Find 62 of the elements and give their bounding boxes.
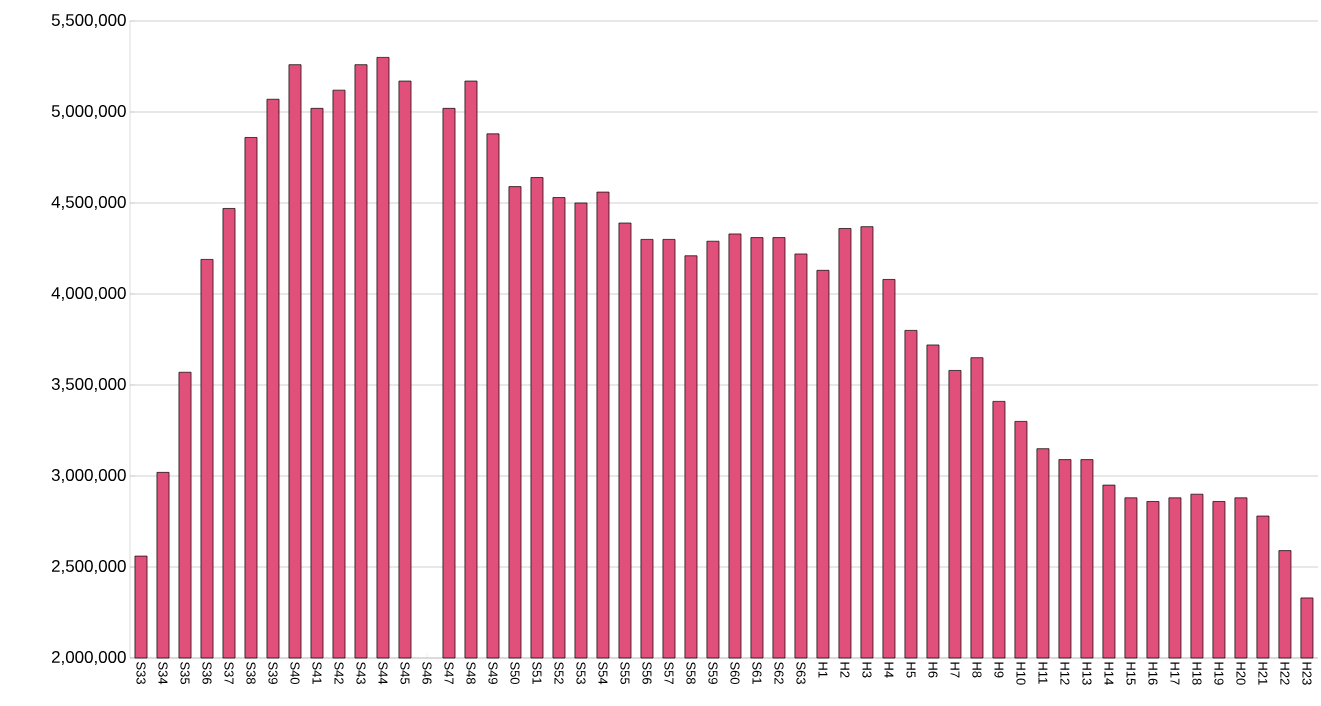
x-tick-label: S41	[312, 662, 322, 684]
x-tick-label: S43	[356, 662, 366, 684]
x-tick-label: S46	[422, 662, 432, 684]
y-tick-label: 2,500,000	[51, 560, 126, 574]
x-tick-label: S51	[532, 662, 542, 684]
x-tick-label: H12	[1060, 662, 1070, 685]
x-tick-label: S45	[400, 662, 410, 685]
x-tick-label: S44	[378, 662, 388, 685]
x-tick-label: H4	[884, 662, 894, 678]
x-tick-label: S63	[796, 662, 806, 684]
x-tick-label: H17	[1170, 662, 1180, 685]
x-tick-label: S49	[488, 662, 498, 684]
y-tick-label: 5,500,000	[51, 14, 126, 28]
x-tick-label: H3	[862, 662, 872, 678]
y-tick-label: 3,000,000	[51, 469, 126, 483]
x-tick-label: S37	[224, 662, 234, 684]
x-tick-label: S62	[774, 662, 784, 684]
x-tick-label: H10	[1016, 662, 1026, 685]
x-tick-label: S59	[708, 662, 718, 684]
x-tick-label: H9	[994, 662, 1004, 678]
x-tick-label: S58	[686, 662, 696, 684]
x-tick-label: H8	[972, 662, 982, 678]
x-tick-label: S33	[136, 662, 146, 684]
x-tick-label: H16	[1148, 662, 1158, 685]
y-tick-label: 4,000,000	[51, 287, 126, 301]
x-tick-label: H1	[818, 662, 828, 678]
x-tick-label: H23	[1302, 662, 1312, 685]
x-tick-label: S52	[554, 662, 564, 684]
x-tick-label: S39	[268, 662, 278, 684]
x-tick-label: S55	[620, 662, 630, 685]
x-tick-label: S48	[466, 662, 476, 684]
x-tick-label: S35	[180, 662, 190, 685]
x-tick-label: H21	[1258, 662, 1268, 685]
x-tick-label: H18	[1192, 662, 1202, 685]
x-tick-label: H15	[1126, 662, 1136, 685]
x-tick-label: S54	[598, 662, 608, 685]
x-tick-label: H11	[1038, 662, 1048, 684]
y-tick-label: 4,500,000	[51, 196, 126, 210]
x-tick-label: H19	[1214, 662, 1224, 685]
x-tick-label: S38	[246, 662, 256, 684]
x-tick-label: S36	[202, 662, 212, 684]
x-tick-label: S57	[664, 662, 674, 684]
x-tick-label: H20	[1236, 662, 1246, 685]
x-tick-label: H5	[906, 662, 916, 678]
x-tick-label: S50	[510, 662, 520, 685]
y-tick-label: 2,000,000	[51, 651, 126, 665]
y-tick-label: 3,500,000	[51, 378, 126, 392]
x-tick-label: S34	[158, 662, 168, 685]
x-tick-label: S42	[334, 662, 344, 684]
x-tick-label: H2	[840, 662, 850, 678]
x-tick-label: H22	[1280, 662, 1290, 685]
x-tick-label: H6	[928, 662, 938, 678]
x-tick-label: S40	[290, 662, 300, 685]
x-tick-label: H14	[1104, 662, 1114, 685]
x-tick-label: S56	[642, 662, 652, 684]
x-tick-label: S47	[444, 662, 454, 684]
x-tick-label: S60	[730, 662, 740, 685]
x-tick-label: H13	[1082, 662, 1092, 685]
x-tick-label: S53	[576, 662, 586, 684]
y-tick-label: 5,000,000	[51, 105, 126, 119]
x-tick-label: S61	[752, 662, 762, 684]
x-tick-label: H7	[950, 662, 960, 678]
